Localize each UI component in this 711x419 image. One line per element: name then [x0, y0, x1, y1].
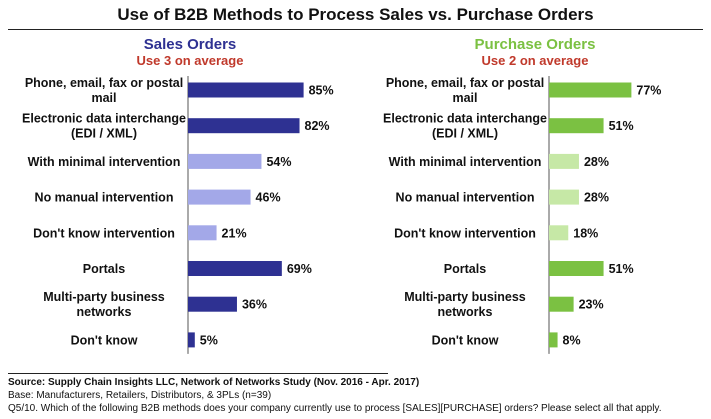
sales-orders-panel: Sales Orders Use 3 on average 85% Phone, …: [0, 36, 355, 366]
category-label: Portals: [444, 262, 486, 276]
category-label: Don't know: [432, 333, 499, 347]
category-label: Don't know: [71, 333, 138, 347]
panel-subtitle: Use 2 on average: [481, 53, 589, 68]
category-label: No manual intervention: [35, 191, 174, 205]
purchase-orders-panel: Purchase Orders Use 2 on average 77% Phon…: [355, 36, 710, 366]
category-label: Phone, email, fax or postal mail: [386, 76, 544, 105]
bar: [549, 118, 604, 134]
bar: [549, 332, 558, 348]
bar-value-label: 77%: [636, 84, 661, 98]
bar: [188, 261, 282, 276]
category-label: Don't know intervention: [394, 226, 536, 240]
bar: [188, 189, 251, 205]
bar: [188, 153, 262, 169]
bar: [188, 296, 237, 312]
chart-title: Use of B2B Methods to Process Sales vs. …: [117, 5, 594, 24]
question-note: Q5/10. Which of the following B2B method…: [8, 403, 662, 414]
bar: [549, 189, 579, 205]
sales-orders-bar-chart: 85% Phone, email, fax or postal mail 82% Ele…: [22, 76, 334, 354]
bar: [549, 225, 569, 241]
category-label: Multi-party business networks: [43, 290, 165, 319]
bar-value-label: 21%: [222, 226, 247, 240]
bar-value-label: 18%: [573, 226, 598, 240]
bar-value-label: 69%: [287, 262, 312, 276]
bar-value-label: 28%: [584, 155, 609, 169]
footer-divider: [8, 373, 388, 374]
category-label: No manual intervention: [396, 191, 535, 205]
bar-value-label: 28%: [584, 191, 609, 205]
bar-value-label: 36%: [242, 298, 267, 312]
bar-value-label: 82%: [305, 119, 330, 133]
bar: [188, 332, 195, 348]
category-label: Electronic data interchange (EDI / XML): [22, 112, 186, 141]
bar: [549, 82, 632, 98]
bar-value-label: 85%: [309, 84, 334, 98]
bar-value-label: 23%: [579, 298, 604, 312]
bar: [549, 153, 579, 169]
bar: [188, 118, 300, 134]
bar: [549, 261, 604, 276]
bar-value-label: 5%: [200, 333, 218, 347]
bar: [188, 82, 304, 98]
bar-value-label: 54%: [266, 155, 291, 169]
bar-value-label: 51%: [609, 119, 634, 133]
category-label: Electronic data interchange (EDI / XML): [383, 112, 547, 141]
category-label: Phone, email, fax or postal mail: [25, 76, 183, 105]
category-label: Multi-party business networks: [404, 290, 526, 319]
category-label: Don't know intervention: [33, 226, 175, 240]
panel-title: Sales Orders: [143, 36, 237, 53]
source-note: Source: Supply Chain Insights LLC, Netwo…: [8, 377, 420, 388]
bar: [549, 296, 574, 312]
bar-value-label: 51%: [609, 262, 634, 276]
category-label: With minimal intervention: [389, 155, 542, 169]
title-divider: [8, 29, 703, 30]
bar: [188, 225, 217, 241]
base-note: Base: Manufacturers, Retailers, Distribu…: [8, 390, 272, 401]
category-label: With minimal intervention: [28, 155, 181, 169]
panel-subtitle: Use 3 on average: [136, 53, 244, 68]
purchase-orders-bar-chart: 77% Phone, email, fax or postal mail 51% Ele…: [383, 76, 661, 354]
bar-value-label: 46%: [256, 191, 281, 205]
bar-value-label: 8%: [563, 333, 581, 347]
category-label: Portals: [83, 262, 125, 276]
panel-title: Purchase Orders: [474, 36, 596, 53]
